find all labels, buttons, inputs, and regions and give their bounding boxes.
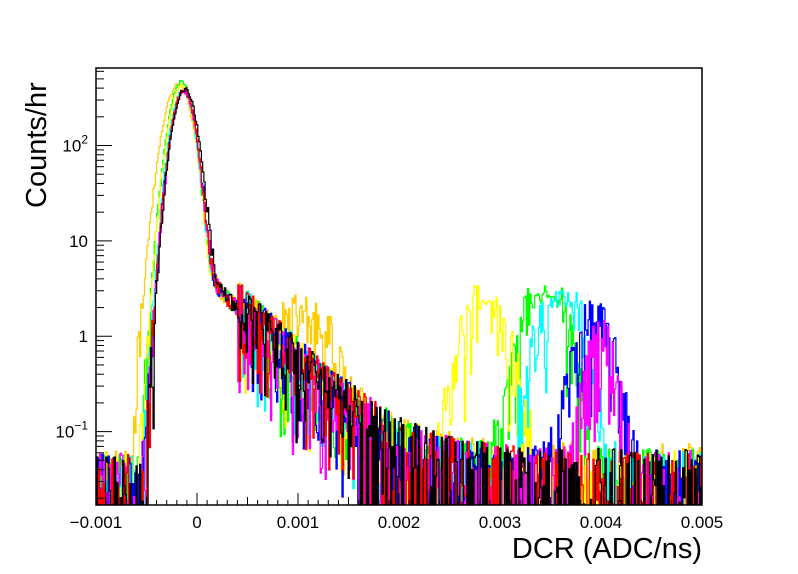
x-axis-title: DCR (ADC/ns) [512,533,702,565]
x-tick-label: 0.004 [580,513,623,532]
x-tick-label: −0.001 [70,513,122,532]
x-axis: −0.001 0 0.001 0.002 0.003 0.004 0.005 [70,493,724,532]
y-tick-label: 1 [79,327,88,346]
y-tick-label: 102 [62,133,88,156]
y-tick-label: 10−1 [55,419,88,442]
x-tick-label: 0.002 [378,513,421,532]
series-line [96,87,702,505]
y-axis-title: Counts/hr [21,82,53,208]
y-tick-label: 10 [69,232,88,251]
x-tick-label: 0.003 [479,513,522,532]
series-layer [96,80,702,505]
x-tick-label: 0.001 [277,513,320,532]
y-axis: 10−1 1 10 102 [55,70,112,499]
x-tick-label: 0.005 [681,513,724,532]
x-tick-label: 0 [192,513,201,532]
